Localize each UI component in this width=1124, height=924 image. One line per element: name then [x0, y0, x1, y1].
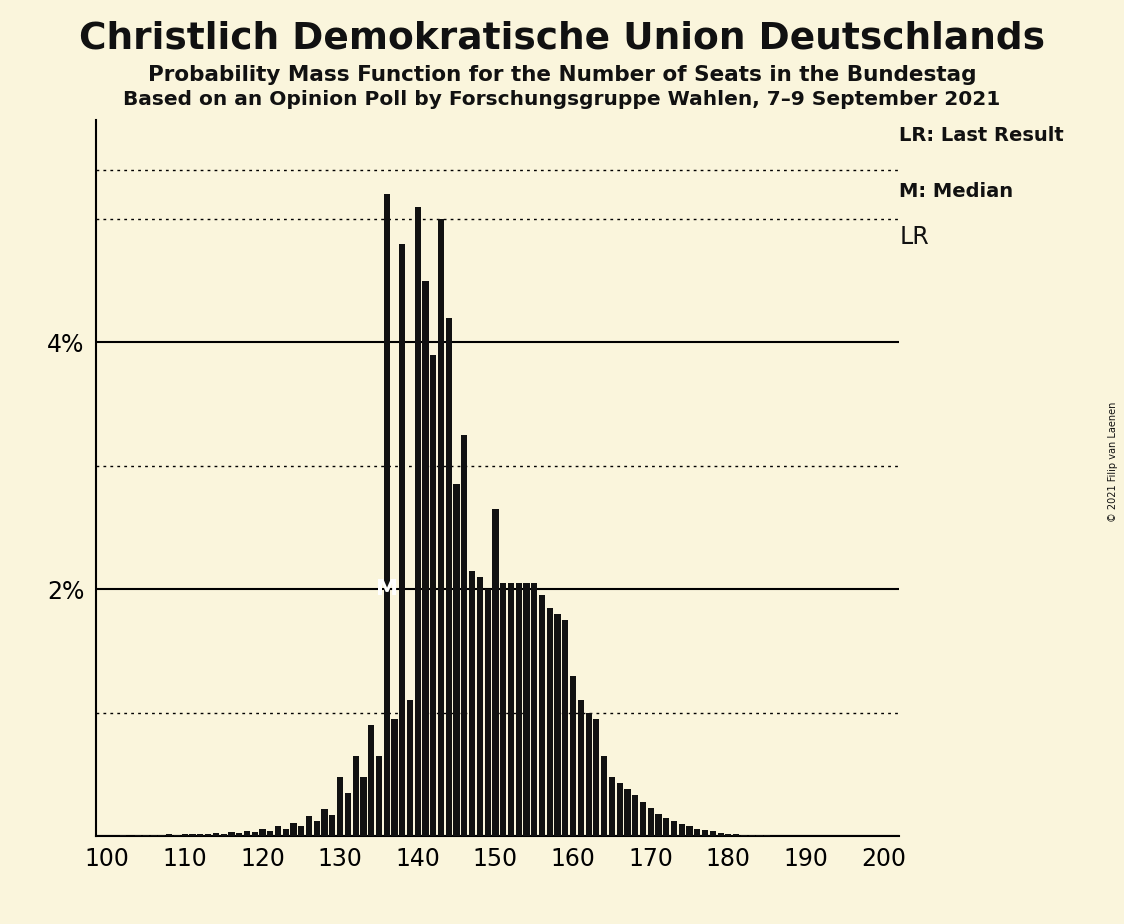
Bar — [314, 821, 320, 836]
Bar — [601, 756, 607, 836]
Bar — [252, 833, 257, 836]
Bar — [717, 833, 724, 836]
Bar — [391, 719, 398, 836]
Bar — [212, 833, 219, 836]
Bar — [663, 818, 670, 836]
Bar — [430, 355, 436, 836]
Bar — [166, 834, 172, 836]
Bar — [695, 829, 700, 836]
Bar — [135, 835, 142, 836]
Bar — [687, 826, 692, 836]
Bar — [151, 834, 157, 836]
Bar — [484, 590, 491, 836]
Bar — [329, 815, 335, 836]
Bar — [407, 700, 414, 836]
Bar — [655, 814, 662, 836]
Bar — [190, 834, 196, 836]
Text: Based on an Opinion Poll by Forschungsgruppe Wahlen, 7–9 September 2021: Based on an Opinion Poll by Forschungsgr… — [124, 90, 1000, 109]
Bar — [275, 826, 281, 836]
Bar — [236, 833, 243, 836]
Bar — [632, 796, 638, 836]
Bar — [609, 777, 615, 836]
Bar — [119, 835, 126, 836]
Bar — [671, 821, 677, 836]
Bar — [500, 583, 506, 836]
Bar — [337, 777, 343, 836]
Bar — [446, 318, 452, 836]
Bar — [469, 571, 475, 836]
Bar — [702, 830, 708, 836]
Bar — [197, 833, 203, 836]
Bar — [174, 834, 180, 836]
Bar — [709, 832, 716, 836]
Bar — [578, 700, 584, 836]
Bar — [290, 822, 297, 836]
Bar — [182, 834, 188, 836]
Bar — [624, 789, 631, 836]
Bar — [383, 194, 390, 836]
Bar — [345, 793, 351, 836]
Bar — [321, 809, 328, 836]
Bar — [733, 834, 740, 836]
Bar — [158, 835, 164, 836]
Bar — [399, 244, 406, 836]
Bar — [647, 808, 654, 836]
Bar — [423, 281, 428, 836]
Text: Probability Mass Function for the Number of Seats in the Bundestag: Probability Mass Function for the Number… — [147, 65, 977, 85]
Bar — [593, 719, 599, 836]
Text: © 2021 Filip van Laenen: © 2021 Filip van Laenen — [1108, 402, 1117, 522]
Bar — [538, 595, 545, 836]
Bar — [361, 777, 366, 836]
Bar — [554, 614, 561, 836]
Bar — [640, 802, 646, 836]
Bar — [516, 583, 522, 836]
Bar — [205, 834, 211, 836]
Bar — [570, 675, 577, 836]
Bar — [546, 608, 553, 836]
Bar — [532, 583, 537, 836]
Bar — [298, 826, 305, 836]
Bar — [586, 712, 591, 836]
Bar — [143, 835, 149, 836]
Bar — [749, 835, 755, 836]
Bar — [415, 207, 420, 836]
Bar — [368, 725, 374, 836]
Text: M: Median: M: Median — [899, 182, 1014, 201]
Bar — [282, 829, 289, 836]
Bar — [508, 583, 514, 836]
Bar — [562, 620, 569, 836]
Bar — [375, 756, 382, 836]
Bar — [244, 831, 250, 836]
Bar — [741, 834, 747, 836]
Bar — [268, 831, 273, 836]
Text: Christlich Demokratische Union Deutschlands: Christlich Demokratische Union Deutschla… — [79, 20, 1045, 56]
Bar — [461, 435, 468, 836]
Text: LR: Last Result: LR: Last Result — [899, 127, 1064, 145]
Bar — [725, 833, 732, 836]
Text: LR: LR — [899, 225, 928, 249]
Bar — [228, 832, 235, 836]
Text: M: M — [375, 579, 398, 600]
Bar — [306, 817, 312, 836]
Bar — [679, 824, 685, 836]
Bar — [617, 784, 623, 836]
Bar — [438, 219, 444, 836]
Bar — [453, 484, 460, 836]
Bar — [353, 756, 359, 836]
Bar — [220, 833, 227, 836]
Bar — [477, 577, 483, 836]
Bar — [524, 583, 529, 836]
Bar — [756, 835, 762, 836]
Bar — [260, 829, 265, 836]
Bar — [492, 509, 499, 836]
